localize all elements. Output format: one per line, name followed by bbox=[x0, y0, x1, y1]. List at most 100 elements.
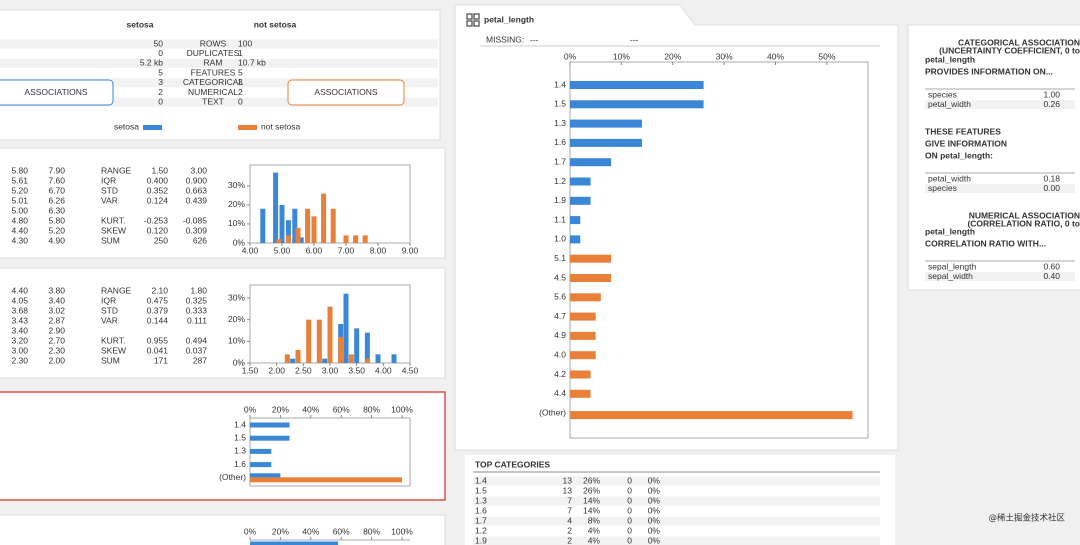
x-tick-label: 30% bbox=[716, 51, 733, 61]
stat-label: SUM bbox=[101, 235, 120, 245]
heading: THESE FEATURES bbox=[925, 126, 1001, 136]
hist-bar bbox=[353, 235, 359, 243]
percent: 0% bbox=[648, 535, 661, 545]
feature-title: petal_length bbox=[484, 14, 534, 24]
hist-bar bbox=[343, 235, 349, 243]
feature-name: petal_width bbox=[928, 99, 971, 109]
x-tick-label: 100% bbox=[391, 526, 413, 536]
associations-button bbox=[287, 79, 405, 106]
hist-bar bbox=[330, 208, 336, 243]
hist-bar bbox=[276, 239, 282, 243]
row-stripe bbox=[473, 516, 880, 526]
bar bbox=[570, 196, 591, 205]
group-title: setosa bbox=[127, 19, 154, 29]
row-stripe bbox=[925, 100, 1075, 109]
count: 13 bbox=[563, 475, 573, 485]
percent: 0% bbox=[648, 495, 661, 505]
hist-bar bbox=[292, 208, 298, 243]
category-label: 4.4 bbox=[554, 388, 566, 398]
missing-value: --- bbox=[630, 34, 639, 44]
association-value: 0.26 bbox=[1043, 99, 1060, 109]
x-tick-label: 2.00 bbox=[268, 365, 285, 375]
association-value: 0.60 bbox=[1043, 261, 1060, 271]
quantile: 5.80 bbox=[48, 215, 65, 225]
x-tick-label: 80% bbox=[363, 526, 380, 536]
stat-value: 0.041 bbox=[147, 345, 169, 355]
x-tick-label: 40% bbox=[302, 404, 319, 414]
stat-value: 0.333 bbox=[186, 305, 208, 315]
count: 0 bbox=[627, 485, 632, 495]
bar bbox=[250, 541, 339, 545]
category-label: 1.5 bbox=[554, 99, 566, 109]
row-label: ROWS bbox=[200, 38, 227, 48]
association-value: 0.40 bbox=[1043, 271, 1060, 281]
count: 0 bbox=[627, 475, 632, 485]
row-value: 2 bbox=[158, 87, 163, 97]
quantile: 6.26 bbox=[48, 195, 65, 205]
hist-bar bbox=[364, 358, 370, 363]
stat-value: 626 bbox=[193, 235, 207, 245]
stat-value: 0.037 bbox=[186, 345, 208, 355]
quantile: 2.00 bbox=[48, 355, 65, 365]
quantile: 2.87 bbox=[48, 315, 65, 325]
bar bbox=[570, 100, 704, 109]
bar bbox=[570, 389, 591, 398]
x-tick-label: 100% bbox=[391, 404, 413, 414]
stat-value: 0.475 bbox=[147, 295, 169, 305]
stat-value: 0.124 bbox=[147, 195, 169, 205]
heading: petal_length bbox=[925, 226, 975, 236]
hist-bar bbox=[273, 172, 279, 243]
hist-bar bbox=[260, 208, 266, 243]
quantile: 4.40 bbox=[11, 225, 28, 235]
category-label: 1.3 bbox=[554, 118, 566, 128]
bar bbox=[570, 216, 581, 225]
hist-bar bbox=[290, 358, 296, 363]
y-tick-label: 10% bbox=[228, 336, 245, 346]
x-tick-label: 9.00 bbox=[402, 245, 419, 255]
group-title: not setosa bbox=[254, 19, 297, 29]
category-label: 1.3 bbox=[234, 446, 246, 456]
stat-value: 0.955 bbox=[147, 335, 169, 345]
stat-value: 2.10 bbox=[151, 285, 168, 295]
feature-icon bbox=[466, 13, 480, 27]
y-tick-label: 30% bbox=[228, 292, 245, 302]
count: 0 bbox=[627, 505, 632, 515]
count: 2 bbox=[567, 535, 572, 545]
x-tick-label: 20% bbox=[272, 526, 289, 536]
feature-name: species bbox=[928, 183, 957, 193]
stat-label: SKEW bbox=[101, 345, 126, 355]
stat-label: SUM bbox=[101, 355, 120, 365]
hist-bar bbox=[295, 350, 301, 363]
row-value: 3 bbox=[158, 77, 163, 87]
category-label: 4.0 bbox=[554, 349, 566, 359]
stat-value: -0.085 bbox=[183, 215, 207, 225]
feature-name: sepal_length bbox=[928, 261, 976, 271]
row-stripe bbox=[0, 58, 438, 68]
count: 7 bbox=[567, 505, 572, 515]
row-stripe bbox=[925, 184, 1075, 193]
x-tick-label: 20% bbox=[272, 404, 289, 414]
percent: 0% bbox=[648, 515, 661, 525]
stat-value: 0.400 bbox=[147, 175, 169, 185]
count: 7 bbox=[567, 495, 572, 505]
stat-value: 0.439 bbox=[186, 195, 208, 205]
associations-button bbox=[0, 79, 114, 106]
heading: petal_length bbox=[925, 54, 975, 64]
quantile: 5.61 bbox=[11, 175, 28, 185]
category-label: (Other) bbox=[539, 407, 566, 417]
hist-bar bbox=[391, 354, 397, 363]
quantile: 2.30 bbox=[48, 345, 65, 355]
stat-value: 0.663 bbox=[186, 185, 208, 195]
quantile: 3.02 bbox=[48, 305, 65, 315]
bar bbox=[570, 119, 642, 128]
percent: 4% bbox=[588, 535, 601, 545]
category-label: 1.7 bbox=[554, 156, 566, 166]
quantile: 3.40 bbox=[48, 295, 65, 305]
category-label: 4.2 bbox=[554, 369, 566, 379]
x-tick-label: 1.50 bbox=[242, 365, 259, 375]
bar bbox=[250, 422, 290, 428]
quantile: 2.70 bbox=[48, 335, 65, 345]
row-label: DUPLICATES bbox=[187, 48, 240, 58]
stat-value: 287 bbox=[193, 355, 207, 365]
